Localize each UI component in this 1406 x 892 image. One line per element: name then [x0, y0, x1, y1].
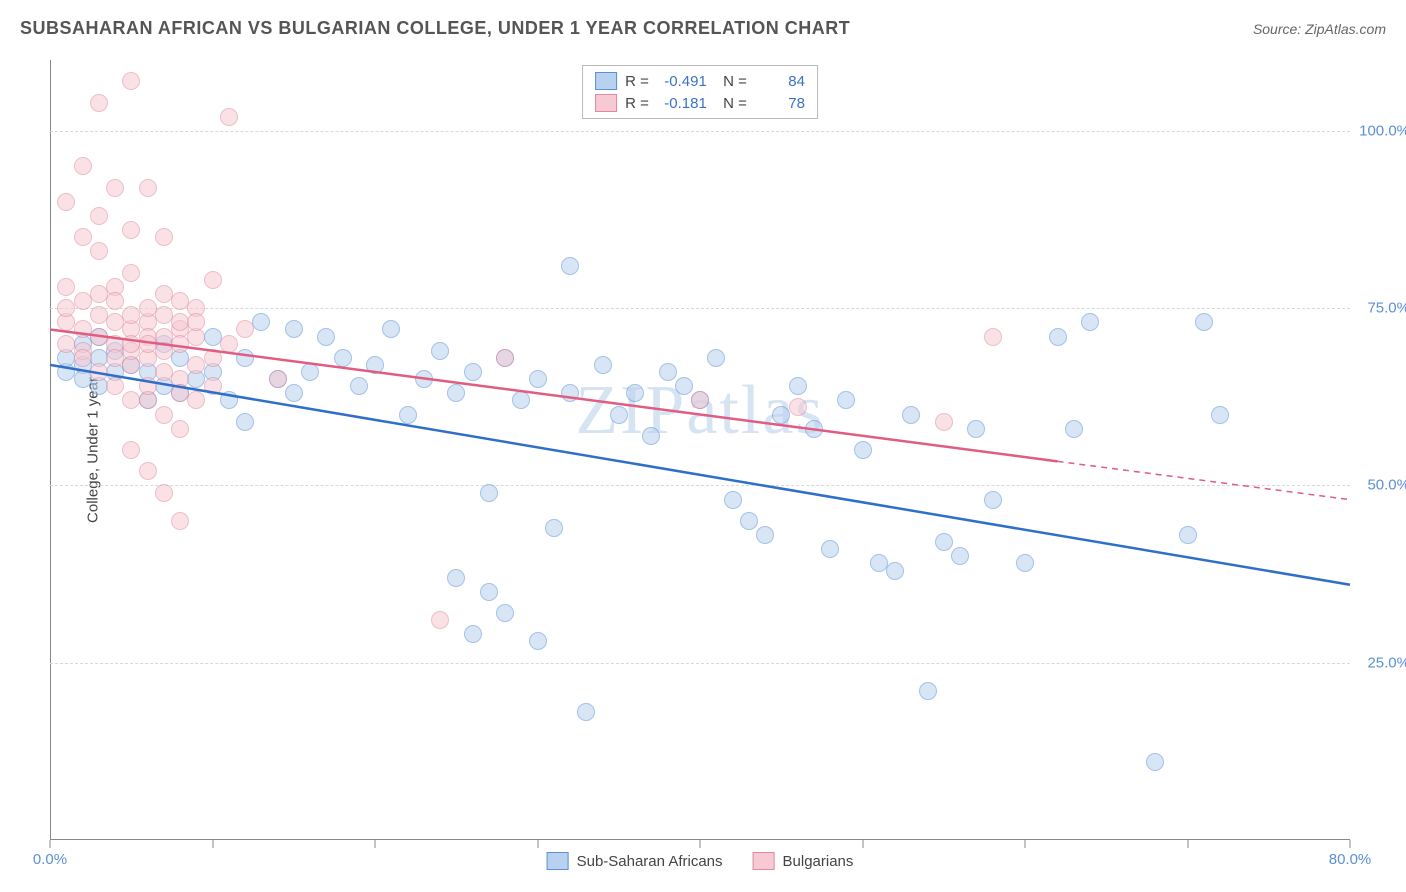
- chart-container: College, Under 1 year ZIPatlas R = -0.49…: [50, 60, 1350, 840]
- legend-item-series1: Sub-Saharan Africans: [547, 852, 723, 870]
- x-tick: [700, 840, 701, 848]
- x-tick: [537, 840, 538, 848]
- x-tick-label: 0.0%: [33, 851, 67, 868]
- x-tick: [1025, 840, 1026, 848]
- legend: Sub-Saharan Africans Bulgarians: [547, 852, 854, 870]
- legend-swatch-series2: [753, 852, 775, 870]
- x-tick: [1350, 840, 1351, 848]
- source-attribution: Source: ZipAtlas.com: [1253, 21, 1386, 37]
- trend-lines: [50, 60, 1350, 840]
- x-tick-label: 80.0%: [1329, 851, 1372, 868]
- trend-line-solid: [50, 329, 1058, 461]
- x-tick: [212, 840, 213, 848]
- trend-line: [50, 365, 1350, 585]
- legend-label-series1: Sub-Saharan Africans: [577, 853, 723, 870]
- legend-item-series2: Bulgarians: [753, 852, 854, 870]
- x-tick: [375, 840, 376, 848]
- trend-line-dashed: [1058, 461, 1351, 499]
- x-tick: [1187, 840, 1188, 848]
- legend-label-series2: Bulgarians: [783, 853, 854, 870]
- y-tick-label: 50.0%: [1367, 477, 1406, 494]
- chart-title: SUBSAHARAN AFRICAN VS BULGARIAN COLLEGE,…: [20, 18, 850, 39]
- y-tick-label: 100.0%: [1359, 122, 1406, 139]
- legend-swatch-series1: [547, 852, 569, 870]
- x-tick: [50, 840, 51, 848]
- x-tick: [862, 840, 863, 848]
- y-tick-label: 75.0%: [1367, 300, 1406, 317]
- y-tick-label: 25.0%: [1367, 654, 1406, 671]
- plot-area: ZIPatlas R = -0.491 N = 84 R = -0.181 N …: [50, 60, 1350, 840]
